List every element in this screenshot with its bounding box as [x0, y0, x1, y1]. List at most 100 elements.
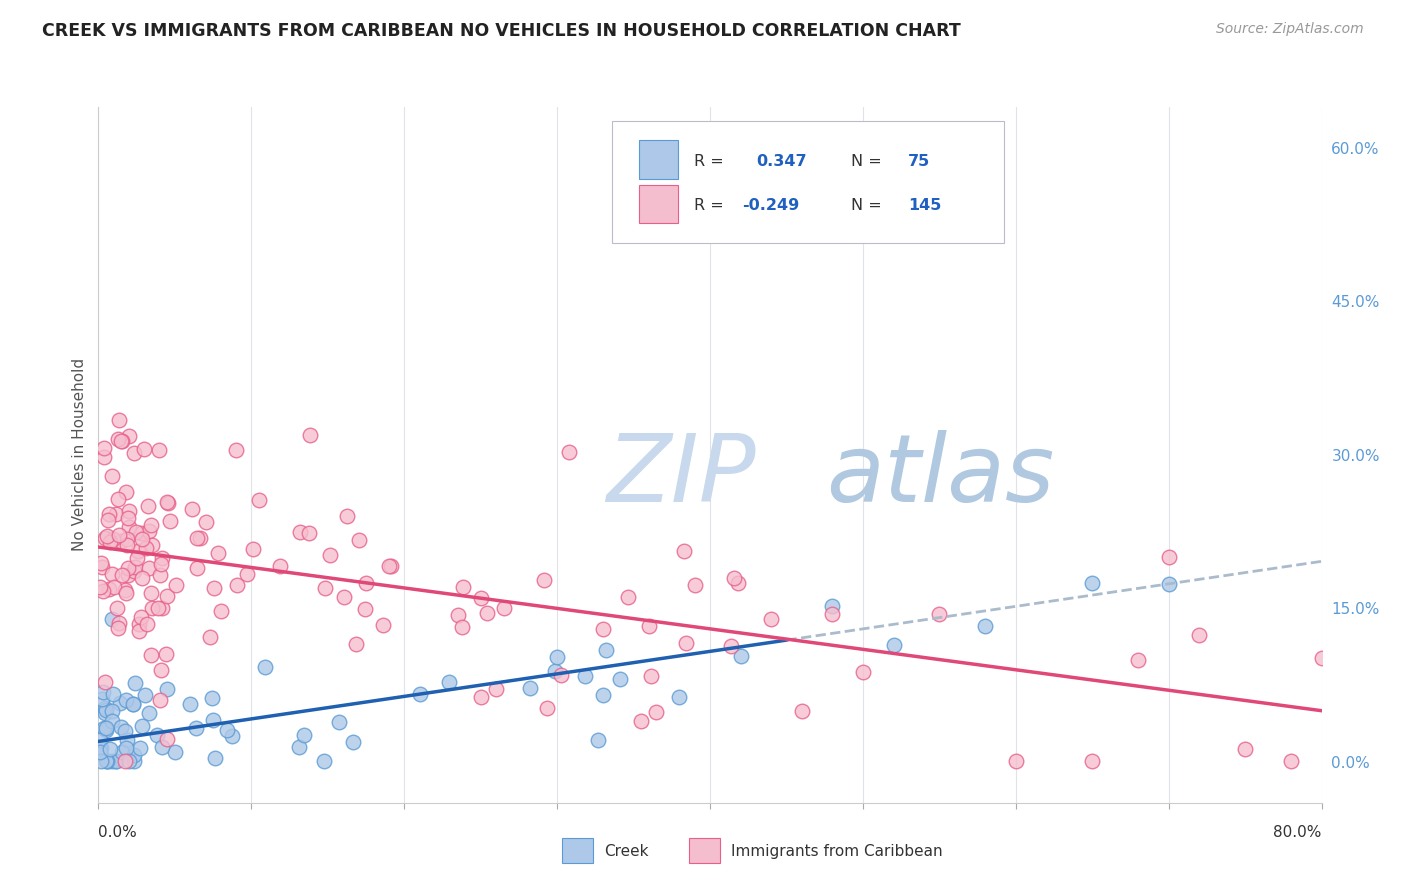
Point: [110, 434, 132, 448]
Point: [96, 723, 118, 737]
Text: CREEK VS IMMIGRANTS FROM CARIBBEAN NO VEHICLES IN HOUSEHOLD CORRELATION CHART: CREEK VS IMMIGRANTS FROM CARIBBEAN NO VE…: [42, 22, 960, 40]
Point: [592, 622, 614, 636]
Point: [114, 485, 136, 500]
Text: -0.249: -0.249: [742, 198, 799, 213]
Point: [494, 600, 516, 615]
Point: [114, 586, 136, 600]
Point: [141, 538, 163, 552]
Text: 75: 75: [908, 153, 931, 169]
Point: [97, 582, 120, 596]
Point: [125, 524, 148, 539]
Point: [122, 565, 145, 579]
Point: [139, 648, 162, 662]
Point: [117, 511, 139, 525]
Point: [122, 748, 145, 763]
Point: [204, 751, 226, 765]
Point: [821, 607, 844, 621]
Point: [470, 591, 492, 605]
Point: [1310, 650, 1333, 665]
Point: [93, 450, 115, 464]
Point: [101, 714, 124, 729]
Point: [122, 754, 145, 768]
Point: [1081, 576, 1104, 591]
Point: [96, 528, 118, 542]
Point: [101, 754, 124, 768]
Point: [94, 703, 117, 717]
FancyBboxPatch shape: [640, 140, 678, 178]
Point: [201, 691, 224, 706]
Text: 80.0%: 80.0%: [1274, 825, 1322, 840]
Point: [156, 682, 179, 697]
Point: [974, 619, 997, 633]
Point: [1081, 754, 1104, 768]
Point: [675, 636, 697, 650]
Point: [314, 754, 336, 768]
Text: Immigrants from Caribbean: Immigrants from Caribbean: [731, 845, 943, 859]
Point: [637, 619, 661, 633]
Point: [1004, 754, 1026, 768]
Point: [111, 745, 134, 759]
FancyBboxPatch shape: [612, 121, 1004, 243]
Point: [89, 733, 111, 747]
Point: [101, 567, 124, 582]
Point: [124, 675, 146, 690]
Point: [107, 492, 129, 507]
Point: [269, 559, 291, 574]
Point: [148, 442, 170, 457]
Point: [97, 513, 120, 527]
Point: [236, 566, 259, 581]
Point: [198, 630, 221, 644]
Point: [1157, 577, 1180, 591]
Point: [217, 723, 239, 737]
Point: [98, 742, 121, 756]
Point: [105, 754, 128, 768]
Point: [139, 518, 162, 533]
Point: [668, 690, 690, 704]
Point: [332, 591, 354, 605]
Point: [344, 636, 367, 650]
Point: [207, 546, 229, 560]
Point: [118, 520, 141, 534]
Point: [128, 616, 150, 631]
Point: [118, 429, 141, 443]
Point: [373, 617, 395, 632]
Text: Creek: Creek: [605, 845, 650, 859]
Point: [138, 524, 160, 538]
Point: [131, 532, 153, 546]
Point: [89, 580, 111, 594]
Point: [165, 746, 187, 760]
Point: [101, 469, 124, 483]
Point: [821, 599, 844, 613]
Point: [150, 558, 173, 572]
Point: [107, 432, 129, 446]
Point: [179, 697, 201, 711]
Point: [108, 697, 131, 711]
Point: [727, 576, 749, 591]
Text: N =: N =: [851, 153, 882, 169]
Point: [134, 688, 156, 702]
Point: [336, 509, 359, 524]
Point: [408, 687, 430, 701]
Point: [574, 668, 596, 682]
Point: [121, 697, 143, 711]
Point: [342, 735, 364, 749]
Point: [186, 531, 208, 545]
Point: [132, 442, 155, 456]
Point: [110, 534, 132, 549]
Point: [683, 577, 706, 591]
Text: Source: ZipAtlas.com: Source: ZipAtlas.com: [1216, 22, 1364, 37]
Point: [186, 561, 208, 575]
Point: [328, 714, 350, 729]
Point: [609, 672, 631, 686]
Point: [318, 548, 340, 562]
Point: [117, 538, 139, 552]
Point: [100, 612, 122, 626]
Point: [114, 724, 136, 739]
Point: [1234, 742, 1257, 756]
Point: [122, 446, 145, 460]
Point: [138, 560, 160, 574]
Point: [202, 581, 225, 595]
Point: [184, 721, 207, 735]
Point: [852, 665, 875, 680]
Point: [595, 643, 617, 657]
